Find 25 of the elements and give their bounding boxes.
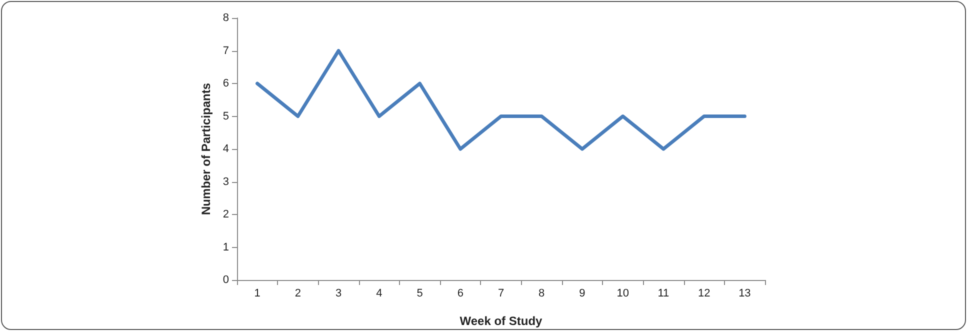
y-tick-label: 6 [222, 78, 229, 90]
x-tick-label: 10 [616, 288, 629, 300]
x-tick-label: 4 [376, 288, 382, 300]
x-axis-title: Week of Study [460, 314, 543, 328]
x-tick-label: 9 [579, 288, 586, 300]
y-tick-label: 3 [222, 176, 229, 188]
y-axis-title: Number of Participants [198, 82, 213, 216]
y-tick-label: 4 [222, 143, 229, 155]
x-tick-label: 11 [658, 288, 670, 300]
x-tick-label: 3 [335, 288, 342, 300]
y-tick-label: 5 [222, 110, 229, 122]
line-series [256, 49, 746, 151]
x-tick-label: 8 [538, 288, 545, 300]
x-tick-label: 13 [738, 288, 751, 300]
y-tick-label: 0 [222, 274, 229, 286]
y-tick-label: 8 [222, 12, 229, 24]
x-tick-label: 12 [698, 288, 710, 300]
x-tick-label: 5 [416, 288, 423, 300]
x-tick-label: 7 [498, 288, 504, 300]
y-tick-label: 2 [222, 208, 229, 220]
y-tick-label: 1 [222, 241, 229, 254]
x-tick-label: 1 [254, 288, 260, 300]
y-tick-label: 7 [222, 44, 229, 57]
x-tick-label: 2 [294, 288, 301, 300]
x-tick-label: 6 [457, 288, 464, 300]
